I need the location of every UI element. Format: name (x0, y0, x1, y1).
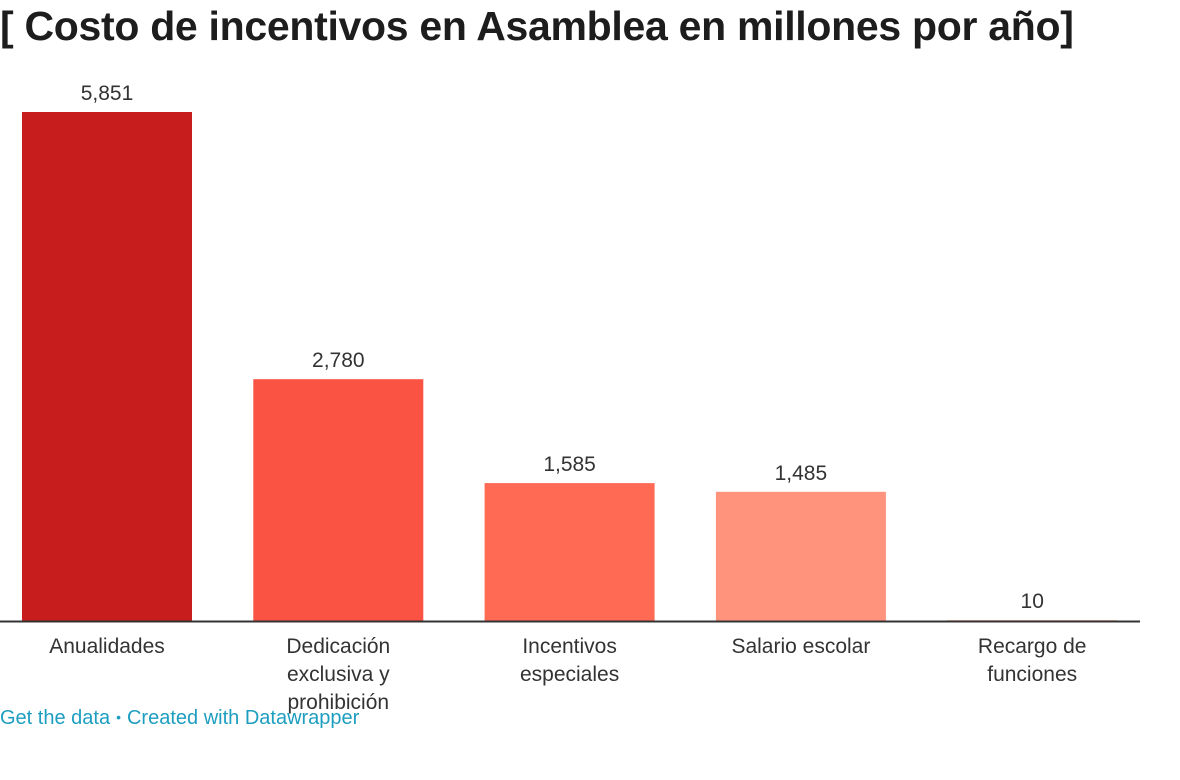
value-label-recargo-de-funciones: 10 (1021, 590, 1044, 613)
bar-dedicacion-exclusiva-y-prohibicion (253, 379, 424, 621)
category-label-incentivos-especiales: Incentivos especiales (520, 635, 619, 686)
category-label-line: funciones (987, 663, 1077, 686)
value-label-salario-escolar: 1,485 (775, 462, 828, 485)
chart-title: [ Costo de incentivos en Asamblea en mil… (0, 3, 1074, 49)
category-label-salario-escolar: Salario escolar (731, 635, 870, 658)
bar-incentivos-especiales (484, 483, 655, 621)
category-label-dedicacion-exclusiva-y-prohibicion: Dedicación exclusiva y prohibición (286, 635, 390, 714)
get-the-data-link[interactable]: Get the data (0, 707, 111, 729)
created-with-datawrapper-link[interactable]: Created with Datawrapper (126, 707, 360, 729)
category-label-line: prohibición (288, 691, 390, 714)
category-label-line: Salario escolar (731, 635, 870, 658)
category-label-line: Dedicación (286, 635, 390, 658)
category-label-recargo-de-funciones: Recargo de funciones (978, 635, 1087, 686)
category-label-line: Incentivos (522, 635, 617, 658)
bar-anualidades (22, 112, 192, 621)
bar-salario-escolar (715, 491, 886, 621)
footer-separator: • (116, 709, 121, 725)
value-labels-group: 5,851 2,780 1,585 1,485 10 (81, 82, 1044, 613)
category-label-anualidades: Anualidades (49, 635, 165, 658)
value-label-incentivos-especiales: 1,585 (543, 453, 596, 476)
footer: Get the data • Created with Datawrapper (0, 707, 359, 730)
value-label-dedicacion-exclusiva-y-prohibicion: 2,780 (312, 349, 365, 372)
bars-group (22, 112, 1118, 621)
value-label-anualidades: 5,851 (81, 82, 134, 105)
category-label-line: Recargo de (978, 635, 1087, 658)
category-label-line: exclusiva y (287, 663, 390, 686)
category-label-line: Anualidades (49, 635, 165, 658)
category-labels-group: Anualidades Dedicación exclusiva y prohibic… (49, 635, 1086, 714)
category-label-line: especiales (520, 663, 619, 686)
